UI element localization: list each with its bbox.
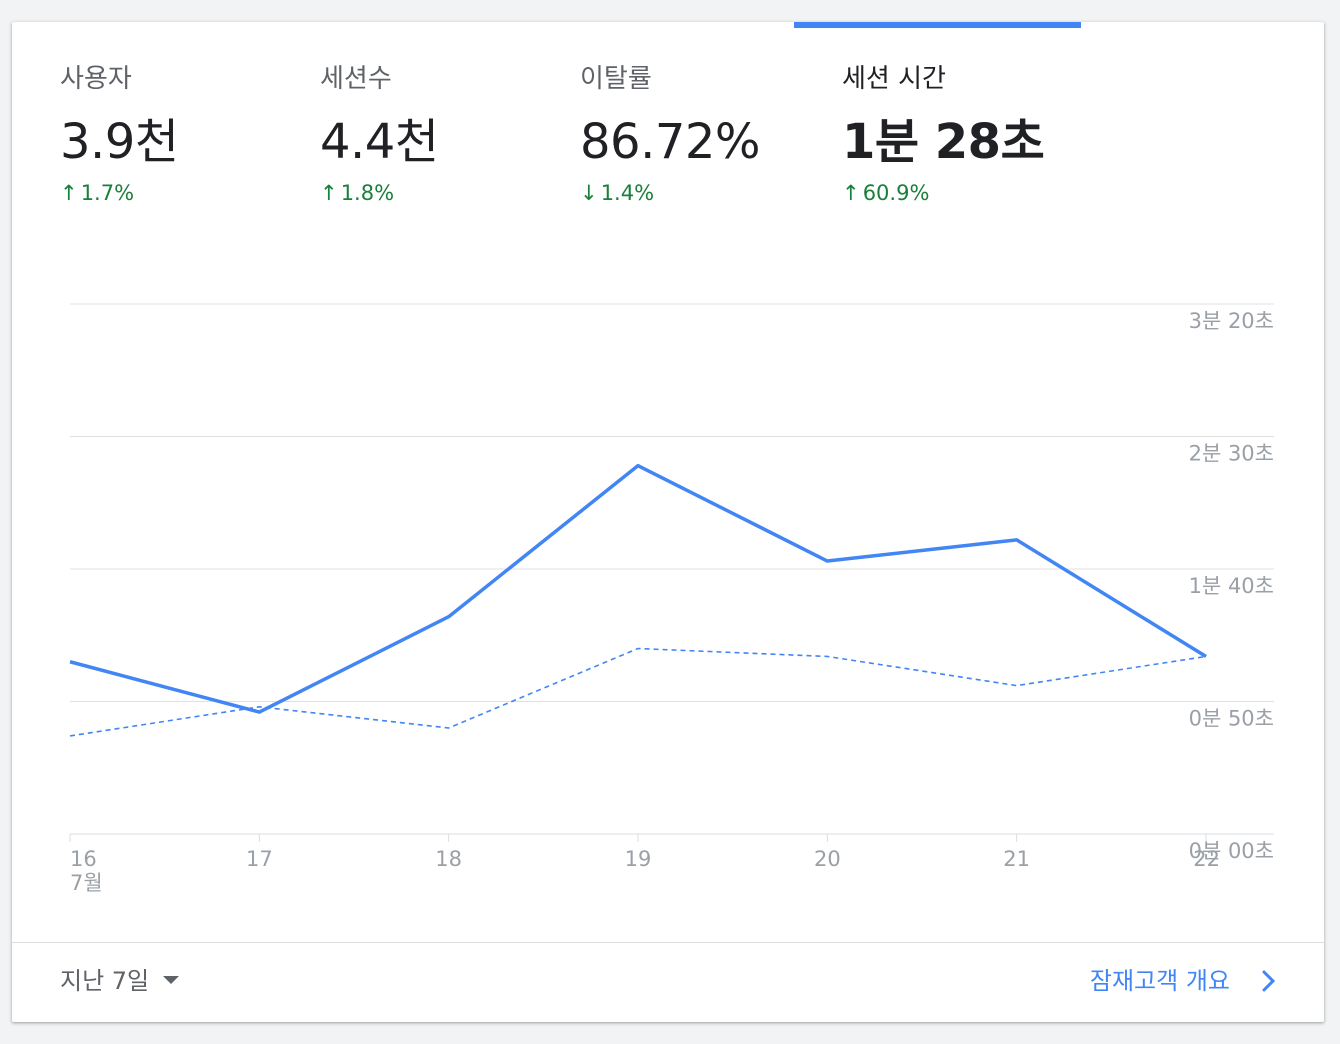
y-tick-label: 0분 00초 [1189,839,1274,863]
x-tick-label: 20 [814,847,841,871]
metric-tab-bounce-rate[interactable]: 이탈률 86.72% ↓ 1.4% [580,62,761,206]
metric-tab-session-duration[interactable]: 세션 시간 1분 28초 ↑ 60.9% [842,62,1045,206]
arrow-up-icon: ↑ [320,181,338,205]
metric-change: ↑ 1.8% [320,180,439,206]
audience-overview-link-label: 잠재고객 개요 [1089,967,1230,995]
session-duration-line-chart: 0분 00초 0분 50초 1분 40초 2분 30초 3분 20초 16 17 18 19 20… [69,303,1274,895]
metric-label: 사용자 [60,64,132,94]
x-tick-label: 17 [246,847,273,871]
metric-change: ↑ 60.9% [842,180,1044,206]
metric-change: ↓ 1.4% [580,180,760,206]
metric-change-value: 1.8% [340,181,395,205]
metric-change-value: 60.9% [862,181,930,205]
metric-value: 4.4천 [320,114,439,170]
metric-tab-users[interactable]: 사용자 3.9천 ↑ 1.7% [60,62,179,206]
arrow-down-icon: ↓ [580,181,598,205]
x-month-label: 7월 [70,871,103,895]
chevron-right-icon [1262,970,1276,992]
x-tick-label: 16 [70,847,97,871]
comparison-series-line [69,647,1207,737]
y-tick-label: 3분 20초 [1189,309,1274,333]
x-tick-label: 22 [1193,847,1220,871]
active-tab-indicator [794,22,1081,28]
metric-label: 세션 시간 [842,64,946,94]
arrow-up-icon: ↑ [842,181,860,205]
metric-tab-sessions[interactable]: 세션수 4.4천 ↑ 1.8% [320,62,439,206]
x-tick-label: 21 [1003,847,1030,871]
x-tick-label: 18 [435,847,462,871]
metric-change-value: 1.4% [600,181,655,205]
primary-series-line [69,463,1207,714]
metric-label: 세션수 [320,64,392,94]
y-tick-label: 2분 30초 [1189,442,1274,466]
metric-value: 86.72% [580,114,761,170]
audience-overview-card: 사용자 3.9천 ↑ 1.7% 세션수 4.4천 ↑ 1.8% 이탈률 86.7… [12,22,1324,1022]
caret-down-icon [163,976,180,984]
x-tick-label: 19 [625,847,652,871]
metric-value: 3.9천 [60,114,179,170]
y-tick-label: 0분 50초 [1189,707,1274,731]
metric-change: ↑ 1.7% [60,180,179,206]
metric-label: 이탈률 [580,64,652,94]
date-range-dropdown[interactable]: 지난 7일 [60,964,180,998]
metric-change-value: 1.7% [80,181,135,205]
footer-divider [12,942,1324,943]
arrow-up-icon: ↑ [60,181,78,205]
date-range-label: 지난 7일 [60,967,150,995]
metric-value: 1분 28초 [842,114,1045,170]
audience-overview-link[interactable]: 잠재고객 개요 [1090,964,1280,998]
y-tick-label: 1분 40초 [1189,574,1274,598]
